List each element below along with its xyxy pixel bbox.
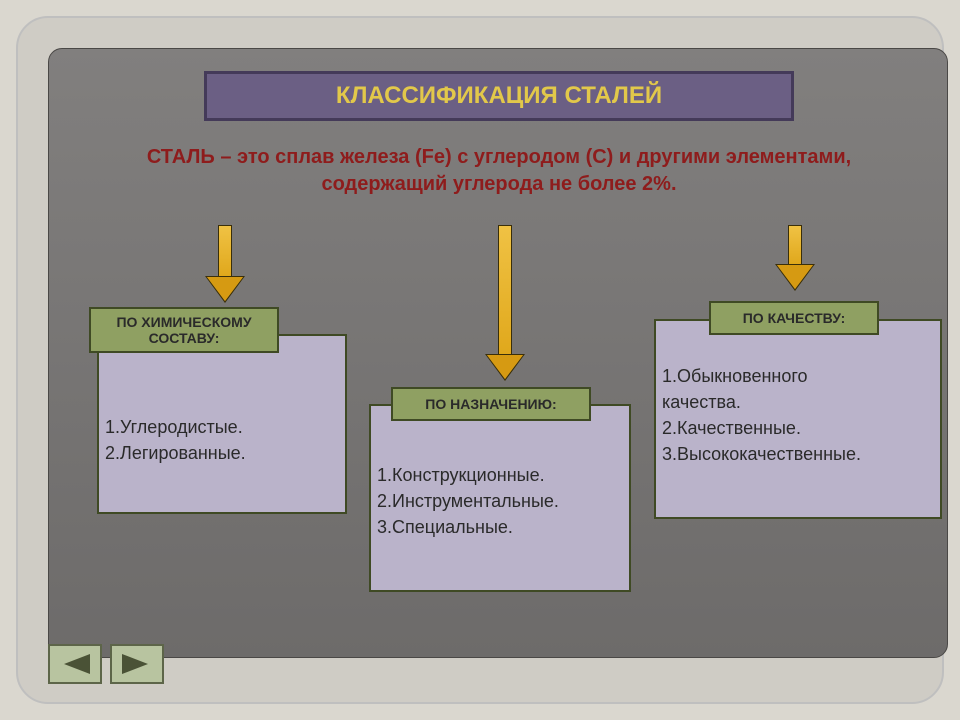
arrow-2	[487, 225, 523, 382]
title-text: КЛАССИФИКАЦИЯ СТАЛЕЙ	[336, 82, 662, 110]
outer-frame: КЛАССИФИКАЦИЯ СТАЛЕЙ СТАЛЬ – это сплав ж…	[16, 16, 944, 704]
category-items-2: 1.Конструкционные.2.Инструментальные.3.С…	[377, 462, 623, 540]
category-3-item-3: 2.Качественные.	[662, 415, 934, 441]
category-tag-2: ПО НАЗНАЧЕНИЮ:	[391, 387, 591, 421]
definition-text: СТАЛЬ – это сплав железа (Fe) с углеродо…	[119, 144, 879, 198]
slide-area: КЛАССИФИКАЦИЯ СТАЛЕЙ СТАЛЬ – это сплав ж…	[48, 48, 948, 658]
category-1-item-1: 1.Углеродистые.	[105, 414, 339, 440]
category-box-3: 1.Обыкновенногокачества.2.Качественные. …	[654, 319, 942, 519]
category-1-item-2: 2.Легированные.	[105, 440, 339, 466]
next-button[interactable]	[110, 644, 164, 684]
category-items-1: 1.Углеродистые.2.Легированные.	[105, 414, 339, 466]
title-banner: КЛАССИФИКАЦИЯ СТАЛЕЙ	[204, 71, 794, 121]
category-2-item-3: 3.Специальные.	[377, 514, 623, 540]
arrow-3	[777, 225, 813, 292]
category-tag-3: ПО КАЧЕСТВУ:	[709, 301, 879, 335]
category-3-item-2: качества.	[662, 389, 934, 415]
category-2-item-1: 1.Конструкционные.	[377, 462, 623, 488]
category-box-2: 1.Конструкционные.2.Инструментальные.3.С…	[369, 404, 631, 592]
category-tag-text-3: ПО КАЧЕСТВУ:	[743, 310, 846, 326]
category-tag-1: ПО ХИМИЧЕСКОМУ СОСТАВУ:	[89, 307, 279, 353]
category-box-1: 1.Углеродистые.2.Легированные.	[97, 334, 347, 514]
prev-button[interactable]	[48, 644, 102, 684]
category-tag-text-1: ПО ХИМИЧЕСКОМУ СОСТАВУ:	[99, 314, 269, 346]
category-tag-text-2: ПО НАЗНАЧЕНИЮ:	[425, 396, 556, 412]
chevron-left-icon	[60, 652, 90, 676]
category-2-item-2: 2.Инструментальные.	[377, 488, 623, 514]
chevron-right-icon	[122, 652, 152, 676]
category-items-3: 1.Обыкновенногокачества.2.Качественные. …	[662, 363, 934, 467]
category-3-item-4: 3.Высококачественные.	[662, 441, 934, 467]
arrow-1	[207, 225, 243, 304]
category-3-item-1: 1.Обыкновенного	[662, 363, 934, 389]
